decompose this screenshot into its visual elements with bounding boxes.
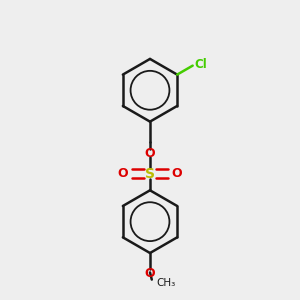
Text: Cl: Cl xyxy=(194,58,207,71)
Text: O: O xyxy=(172,167,182,180)
Text: CH₃: CH₃ xyxy=(157,278,176,288)
Text: O: O xyxy=(145,267,155,280)
Text: O: O xyxy=(118,167,128,180)
Text: O: O xyxy=(145,147,155,160)
Text: S: S xyxy=(145,167,155,181)
